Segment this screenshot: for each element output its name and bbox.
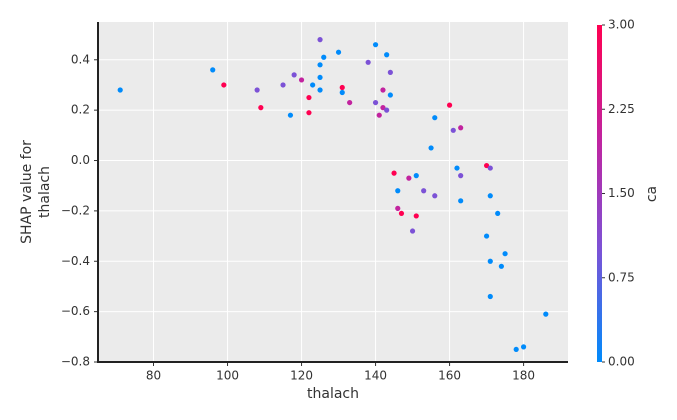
x-tick-label: 140	[364, 369, 387, 383]
point	[365, 59, 371, 65]
colorbar-tick-label: 0.00	[608, 355, 635, 369]
point	[210, 67, 216, 73]
point	[317, 87, 323, 93]
point	[339, 84, 345, 91]
point	[487, 258, 493, 264]
point	[280, 82, 286, 88]
point	[495, 210, 501, 217]
point	[413, 213, 419, 219]
point	[387, 92, 393, 98]
y-tick-label: −0.4	[61, 254, 90, 268]
x-tick-label: 100	[216, 369, 239, 383]
point	[347, 99, 353, 106]
point	[432, 115, 438, 121]
colorbar-tick-label: 3.00	[608, 18, 635, 32]
point	[483, 233, 490, 239]
point	[258, 105, 264, 111]
point	[335, 49, 342, 55]
point	[372, 42, 379, 48]
point	[421, 188, 427, 194]
y-tick-label: 0.0	[71, 153, 90, 167]
point	[406, 175, 412, 181]
point	[339, 89, 345, 96]
point	[432, 193, 438, 199]
point	[458, 173, 464, 179]
point	[291, 72, 297, 78]
point	[395, 205, 401, 211]
point	[428, 145, 434, 151]
y-tick-label: −0.2	[61, 203, 90, 217]
point	[450, 127, 456, 133]
point	[384, 52, 390, 58]
point	[458, 125, 464, 131]
point	[221, 82, 227, 88]
point	[317, 62, 323, 68]
point	[321, 54, 327, 60]
point	[387, 69, 393, 75]
point	[287, 112, 294, 118]
colorbar-label: ca	[644, 186, 660, 202]
point	[317, 74, 323, 81]
point	[310, 82, 316, 88]
colorbar-tick-label: 0.75	[608, 270, 635, 284]
point	[458, 198, 464, 204]
point	[117, 87, 123, 93]
x-tick-label: 80	[146, 369, 161, 383]
point	[487, 293, 493, 300]
point	[454, 165, 460, 171]
y-tick-label: −0.8	[61, 355, 90, 369]
x-tick-label: 160	[438, 369, 461, 383]
y-tick-label: −0.6	[61, 304, 90, 318]
point	[487, 193, 493, 199]
point	[380, 87, 386, 93]
point	[520, 344, 527, 350]
point	[498, 263, 504, 269]
point	[306, 94, 312, 101]
point	[395, 188, 401, 194]
point	[398, 210, 405, 217]
y-tick-label: 0.4	[71, 52, 90, 66]
y-axis-label: thalach	[37, 166, 53, 218]
point	[317, 37, 323, 43]
colorbar-tick-label: 2.25	[608, 102, 635, 116]
point	[298, 77, 305, 83]
point	[413, 173, 419, 179]
point	[376, 112, 382, 118]
plot-area	[98, 22, 568, 362]
point	[306, 110, 312, 116]
point	[483, 162, 490, 169]
point	[446, 102, 453, 108]
x-tick-label: 180	[512, 369, 535, 383]
point	[502, 251, 508, 257]
y-axis-label: SHAP value for	[19, 140, 35, 244]
point	[254, 87, 260, 93]
point	[487, 165, 493, 171]
point	[543, 311, 549, 317]
point	[384, 107, 390, 113]
point	[391, 170, 397, 176]
colorbar-tick-label: 1.50	[608, 186, 635, 200]
x-tick-label: 120	[290, 369, 313, 383]
colorbar	[597, 25, 602, 362]
point	[372, 99, 379, 106]
x-axis-label: thalach	[307, 386, 359, 402]
point	[380, 105, 386, 111]
point	[409, 228, 416, 234]
point	[513, 346, 519, 353]
y-tick-label: 0.2	[71, 103, 90, 117]
